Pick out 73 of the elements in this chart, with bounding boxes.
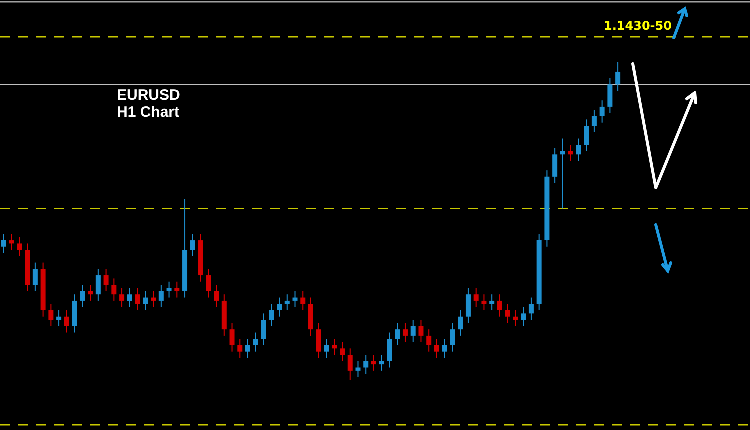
candlestick	[513, 310, 518, 327]
candlestick	[490, 294, 495, 312]
candlestick	[190, 234, 196, 257]
candlestick	[410, 320, 416, 343]
candlestick	[395, 322, 400, 346]
candlestick	[261, 313, 266, 346]
candlestick	[284, 294, 290, 312]
candlestick	[560, 138, 566, 210]
candlestick	[568, 144, 574, 162]
candlestick	[143, 290, 148, 312]
candlestick	[174, 281, 180, 298]
candlestick	[120, 288, 125, 308]
candlestick	[356, 360, 361, 378]
candlestick	[584, 119, 590, 152]
candlestick	[576, 138, 582, 162]
candlestick	[552, 148, 558, 184]
candlestick	[151, 290, 156, 308]
candlestick	[521, 306, 526, 327]
candlestick	[214, 284, 220, 308]
candlestick	[379, 354, 384, 372]
candlestick	[450, 322, 456, 352]
candlestick	[387, 332, 392, 368]
candlestick	[88, 284, 94, 302]
candlestick	[600, 100, 605, 124]
candlestick	[135, 288, 140, 312]
candlestick	[497, 294, 502, 318]
candlestick	[426, 329, 432, 352]
candlestick	[158, 284, 164, 308]
candlestick	[608, 78, 613, 114]
candlestick	[230, 322, 235, 352]
candlestick	[238, 338, 243, 359]
candlestick	[402, 322, 408, 343]
text: 1.1430-50	[604, 18, 672, 33]
candlestick	[277, 297, 282, 318]
candlestick	[340, 342, 345, 362]
candlestick	[592, 110, 597, 133]
candlestick	[127, 288, 132, 308]
candlestick	[1, 234, 6, 254]
candlestick	[32, 262, 38, 292]
candlestick	[316, 322, 322, 359]
candlestick	[458, 310, 464, 336]
candlestick	[246, 338, 251, 359]
candlestick	[332, 338, 338, 356]
candlestick	[466, 288, 471, 324]
candlestick	[474, 288, 479, 308]
candlestick	[418, 320, 424, 343]
candlestick	[17, 236, 22, 257]
candlestick	[616, 62, 621, 92]
candlestick	[269, 304, 274, 327]
candlestick	[48, 304, 54, 327]
candlestick	[348, 348, 353, 381]
candlestick	[96, 268, 101, 302]
candlestick	[442, 338, 448, 359]
candlestick	[292, 290, 298, 308]
candlestick	[482, 294, 487, 312]
candlestick	[206, 268, 212, 298]
candlestick	[364, 354, 369, 375]
candlestick	[104, 268, 109, 292]
candlestick	[528, 297, 534, 321]
candlestick	[9, 234, 14, 251]
candlestick	[112, 278, 117, 302]
candlestick	[434, 338, 440, 359]
text: H1 Chart	[117, 104, 180, 121]
candlestick	[64, 310, 70, 334]
candlestick	[300, 290, 306, 312]
candlestick	[56, 310, 62, 327]
candlestick	[324, 338, 330, 359]
candlestick	[505, 304, 510, 324]
candlestick	[166, 281, 172, 298]
candlestick	[253, 332, 258, 352]
candlestick	[80, 284, 86, 308]
candlestick	[371, 354, 376, 372]
text: EURUSD	[117, 87, 181, 104]
